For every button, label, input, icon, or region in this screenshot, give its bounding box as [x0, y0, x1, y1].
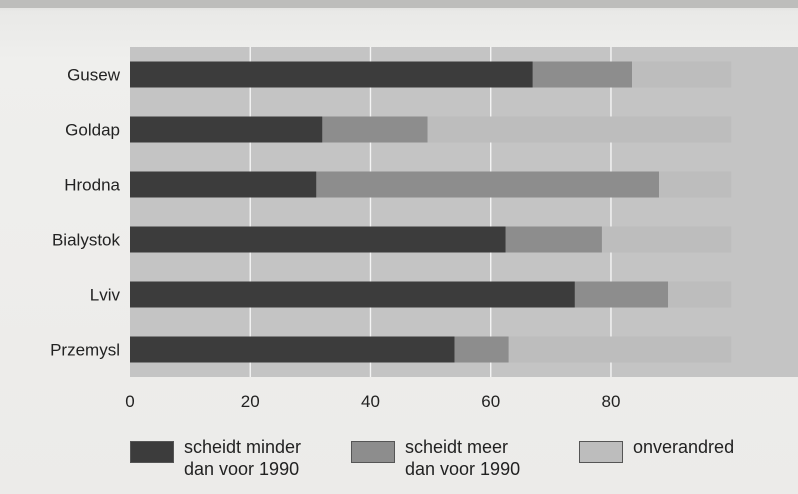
bar-hrodna-series-2	[316, 171, 660, 198]
bar-goldap-series-3	[427, 116, 732, 143]
x-tick-label-1: 20	[241, 392, 260, 411]
bar-lviv-series-3	[668, 281, 732, 308]
x-tick-label-2: 40	[361, 392, 380, 411]
legend-swatch-onveranderd	[579, 441, 623, 463]
legend-swatch-minder	[130, 441, 174, 463]
bar-hrodna-series-3	[659, 171, 732, 198]
x-tick-label-4: 80	[601, 392, 620, 411]
category-label-lviv: Lviv	[90, 286, 121, 305]
x-tick-label-0: 0	[125, 392, 134, 411]
category-label-bialystok: Bialystok	[52, 231, 121, 250]
bar-gusew-series-2	[532, 61, 633, 88]
category-label-goldap: Goldap	[65, 121, 120, 140]
bar-bialystok-series-2	[505, 226, 602, 253]
category-label-hrodna: Hrodna	[64, 176, 120, 195]
plot-area	[130, 47, 798, 377]
category-label-przemysl: Przemysl	[50, 341, 120, 360]
bar-przemysl-series-2	[454, 336, 509, 363]
bar-gusew-series-1	[130, 61, 533, 88]
bar-hrodna-series-1	[130, 171, 317, 198]
bar-bialystok-series-3	[601, 226, 732, 253]
legend-label-onveranderd: onverandred	[633, 437, 735, 457]
legend-swatch-meer	[351, 441, 395, 463]
category-label-gusew: Gusew	[67, 66, 121, 85]
bar-lviv-series-2	[574, 281, 669, 308]
bar-goldap-series-2	[322, 116, 428, 143]
top-strip	[0, 0, 798, 8]
bar-gusew-series-3	[632, 61, 732, 88]
bar-przemysl-series-3	[508, 336, 732, 363]
chart-legend: scheidt minder dan voor 1990 scheidt mee…	[130, 436, 798, 486]
bar-przemysl-series-1	[130, 336, 455, 363]
bar-lviv-series-1	[130, 281, 575, 308]
x-tick-label-3: 60	[481, 392, 500, 411]
legend-label-minder: scheidt minder dan voor 1990	[184, 437, 302, 479]
bar-goldap-series-1	[130, 116, 323, 143]
bar-bialystok-series-1	[130, 226, 506, 253]
legend-label-meer: scheidt meer dan voor 1990	[405, 437, 521, 479]
